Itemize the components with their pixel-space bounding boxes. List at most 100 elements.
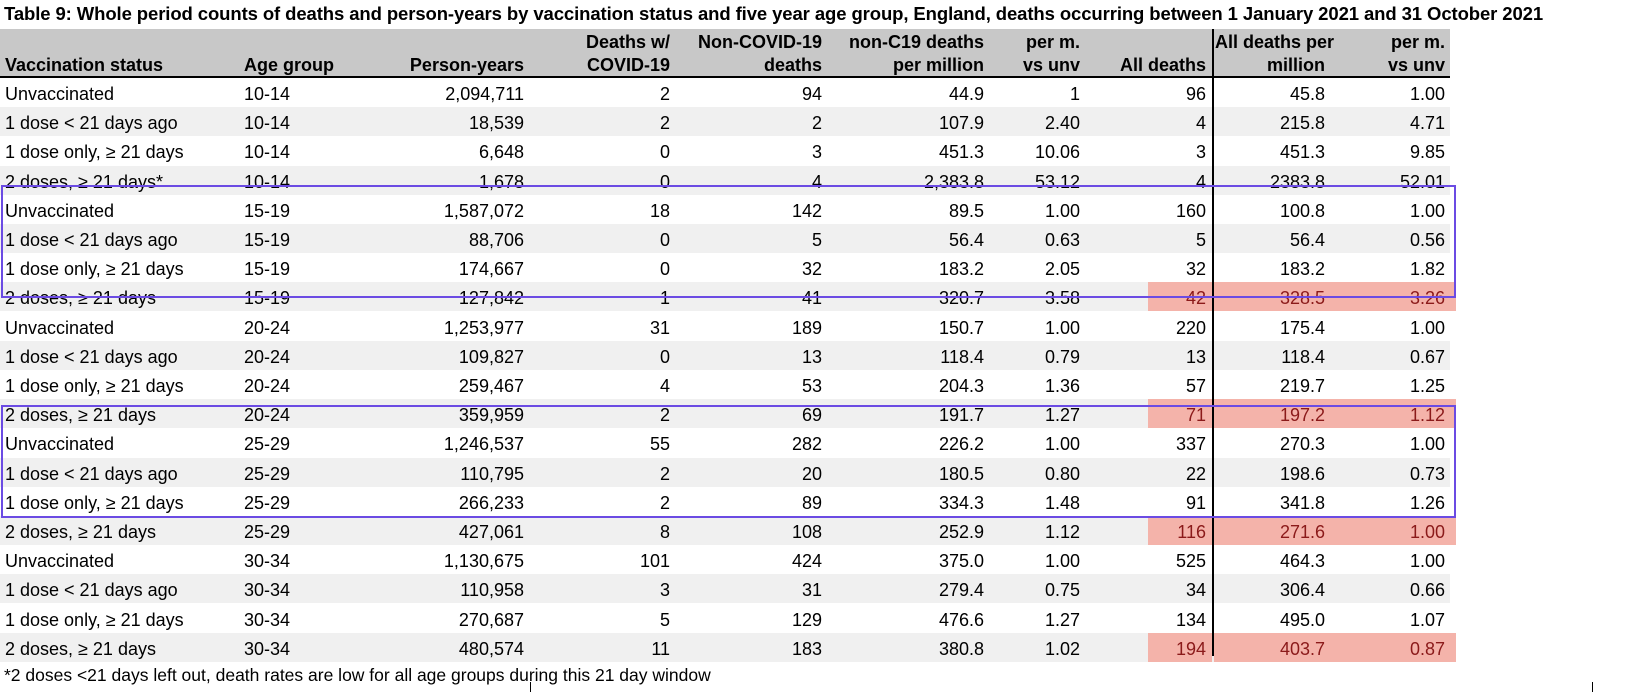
table-row: 1 dose only, ≥ 21 days 30-34 270,687 5 129 47… bbox=[0, 604, 1450, 633]
cell-dwc: 1 bbox=[659, 288, 670, 309]
table-row: 2 doses, ≥ 21 days 15-19 127,842 1 41 320.7 3.… bbox=[0, 282, 1456, 312]
cell-ncd: 69 bbox=[801, 405, 822, 426]
table-row: 2 doses, ≥ 21 days 20-24 359,959 2 69 191.7 1.… bbox=[0, 399, 1456, 429]
cell-pmv2: 1.25 bbox=[1409, 376, 1445, 396]
cell-ncpm: 252.9 bbox=[938, 522, 984, 542]
cell-pmv2: 0.73 bbox=[1409, 463, 1445, 484]
cell-status: 1 dose < 21 days ago bbox=[5, 230, 178, 250]
header-dwc-line-1: Deaths w/ bbox=[585, 32, 670, 52]
cell-age: 15-19 bbox=[244, 230, 291, 250]
cell-status: 1 dose < 21 days ago bbox=[5, 346, 178, 367]
cell-pmv2: 1.00 bbox=[1409, 434, 1445, 455]
cell-py: 127,842 bbox=[458, 288, 524, 309]
cell-ncpm: 191.7 bbox=[938, 405, 984, 426]
cell-all: 116 bbox=[1177, 522, 1206, 542]
cell-py: 266,233 bbox=[458, 492, 524, 513]
cell-pmv2: 1.00 bbox=[1409, 551, 1445, 572]
cell-ncpm: 451.3 bbox=[938, 142, 984, 163]
cell-adpm: 56.4 bbox=[1289, 230, 1325, 250]
cell-pmv2: 0.87 bbox=[1409, 638, 1445, 659]
cell-ncpm: 279.4 bbox=[938, 580, 984, 601]
cell-py: 2,094,711 bbox=[445, 84, 524, 104]
header-pmv1-line-2: vs unv bbox=[1022, 55, 1080, 75]
cell-pmv1: 0.75 bbox=[1044, 580, 1080, 601]
table-row: Unvaccinated 15-19 1,587,072 18 142 89.5 1.00 1… bbox=[0, 195, 1450, 224]
cell-ncpm: 56.4 bbox=[948, 230, 984, 250]
table-row: 1 dose only, ≥ 21 days 10-14 6,648 0 3 451.3 1… bbox=[0, 136, 1450, 165]
cell-pmv2: 0.67 bbox=[1409, 346, 1445, 367]
cell-adpm: 215.8 bbox=[1279, 113, 1325, 134]
cell-pmv1: 1.12 bbox=[1044, 522, 1080, 542]
header-ncd-line-1: Non-COVID-19 bbox=[697, 32, 822, 52]
cell-ncd: 2 bbox=[811, 113, 822, 134]
cell-adpm: 328.5 bbox=[1279, 288, 1325, 309]
cell-ncpm: 2,383.8 bbox=[923, 171, 984, 192]
cell-ncd: 183 bbox=[791, 638, 822, 659]
cell-all: 194 bbox=[1175, 638, 1206, 659]
cell-ncd: 4 bbox=[811, 171, 822, 192]
cell-ncpm: 118.4 bbox=[940, 346, 984, 367]
cell-dwc: 4 bbox=[659, 376, 670, 396]
cell-ncd: 108 bbox=[791, 522, 822, 542]
cell-age: 30-34 bbox=[244, 551, 291, 572]
cell-status: 2 doses, ≥ 21 days bbox=[5, 288, 156, 309]
cell-status: 1 dose only, ≥ 21 days bbox=[5, 259, 184, 280]
cell-all: 57 bbox=[1185, 376, 1206, 396]
cell-status: 1 dose only, ≥ 21 days bbox=[5, 142, 184, 163]
footnote: *2 doses <21 days left out, death rates … bbox=[4, 665, 711, 685]
cell-age: 15-19 bbox=[244, 288, 291, 309]
cell-pmv1: 0.80 bbox=[1044, 463, 1080, 484]
highlight-cell-all-deaths bbox=[1148, 516, 1212, 545]
cell-ncd: 282 bbox=[791, 434, 822, 455]
cell-status: 2 doses, ≥ 21 days bbox=[5, 522, 156, 542]
cell-adpm: 198.6 bbox=[1279, 463, 1325, 484]
cell-all: 13 bbox=[1185, 346, 1206, 367]
highlight-cell-rates bbox=[1214, 632, 1456, 662]
cell-pmv1: 1.00 bbox=[1044, 434, 1080, 455]
cell-pmv1: 2.40 bbox=[1044, 113, 1080, 134]
cell-pmv1: 0.79 bbox=[1044, 346, 1080, 367]
cell-pmv1: 1 bbox=[1069, 84, 1080, 104]
cell-pmv1: 1.00 bbox=[1044, 551, 1080, 572]
cell-pmv1: 1.27 bbox=[1044, 405, 1080, 426]
cell-dwc: 2 bbox=[659, 113, 670, 134]
cell-ncpm: 183.2 bbox=[938, 259, 984, 280]
highlight-cell-rates bbox=[1214, 516, 1456, 545]
cell-pmv2: 4.71 bbox=[1409, 113, 1445, 134]
cell-age: 25-29 bbox=[244, 522, 291, 542]
cell-dwc: 0 bbox=[659, 346, 670, 367]
table-row: 2 doses, ≥ 21 days 25-29 427,061 8 108 252.9 1… bbox=[0, 516, 1456, 545]
cell-py: 270,687 bbox=[458, 609, 524, 630]
header-all: All deaths bbox=[1119, 55, 1206, 75]
cell-ncd: 13 bbox=[801, 346, 822, 367]
cell-dwc: 0 bbox=[659, 259, 670, 280]
cell-age: 10-14 bbox=[244, 142, 291, 163]
cell-age: 20-24 bbox=[244, 405, 291, 426]
cell-py: 1,246,537 bbox=[443, 434, 524, 455]
cell-age: 20-24 bbox=[244, 376, 291, 396]
cell-status: 1 dose < 21 days ago bbox=[5, 113, 178, 134]
table-row: 1 dose < 21 days ago 15-19 88,706 0 5 56.4 0.6… bbox=[0, 224, 1450, 253]
cell-pmv2: 1.82 bbox=[1409, 259, 1445, 280]
cell-pmv2: 1.07 bbox=[1409, 609, 1445, 630]
cell-age: 10-14 bbox=[244, 84, 291, 104]
cell-age: 30-34 bbox=[244, 580, 291, 601]
cell-status: 1 dose < 21 days ago bbox=[5, 463, 178, 484]
cell-adpm: 2383.8 bbox=[1269, 171, 1325, 192]
cell-dwc: 55 bbox=[649, 434, 670, 455]
cell-pmv1: 1.00 bbox=[1044, 317, 1080, 338]
cell-dwc: 0 bbox=[659, 171, 670, 192]
cell-ncd: 20 bbox=[801, 463, 822, 484]
header-adpm-line-1: All deaths per bbox=[1215, 32, 1335, 52]
header-ncpm-line-1: non-C19 deaths bbox=[848, 32, 984, 52]
cell-ncpm: 107.9 bbox=[938, 113, 984, 134]
cell-pmv1: 10.06 bbox=[1034, 142, 1080, 163]
cell-py: 427,061 bbox=[458, 522, 524, 542]
cell-all: 525 bbox=[1175, 551, 1206, 572]
cell-py: 88,706 bbox=[468, 230, 524, 250]
cell-ncd: 189 bbox=[791, 317, 822, 338]
cell-adpm: 100.8 bbox=[1279, 200, 1325, 221]
cell-pmv1: 1.02 bbox=[1044, 638, 1080, 659]
cell-ncpm: 150.7 bbox=[938, 317, 984, 338]
cell-status: 2 doses, ≥ 21 days* bbox=[5, 171, 163, 192]
